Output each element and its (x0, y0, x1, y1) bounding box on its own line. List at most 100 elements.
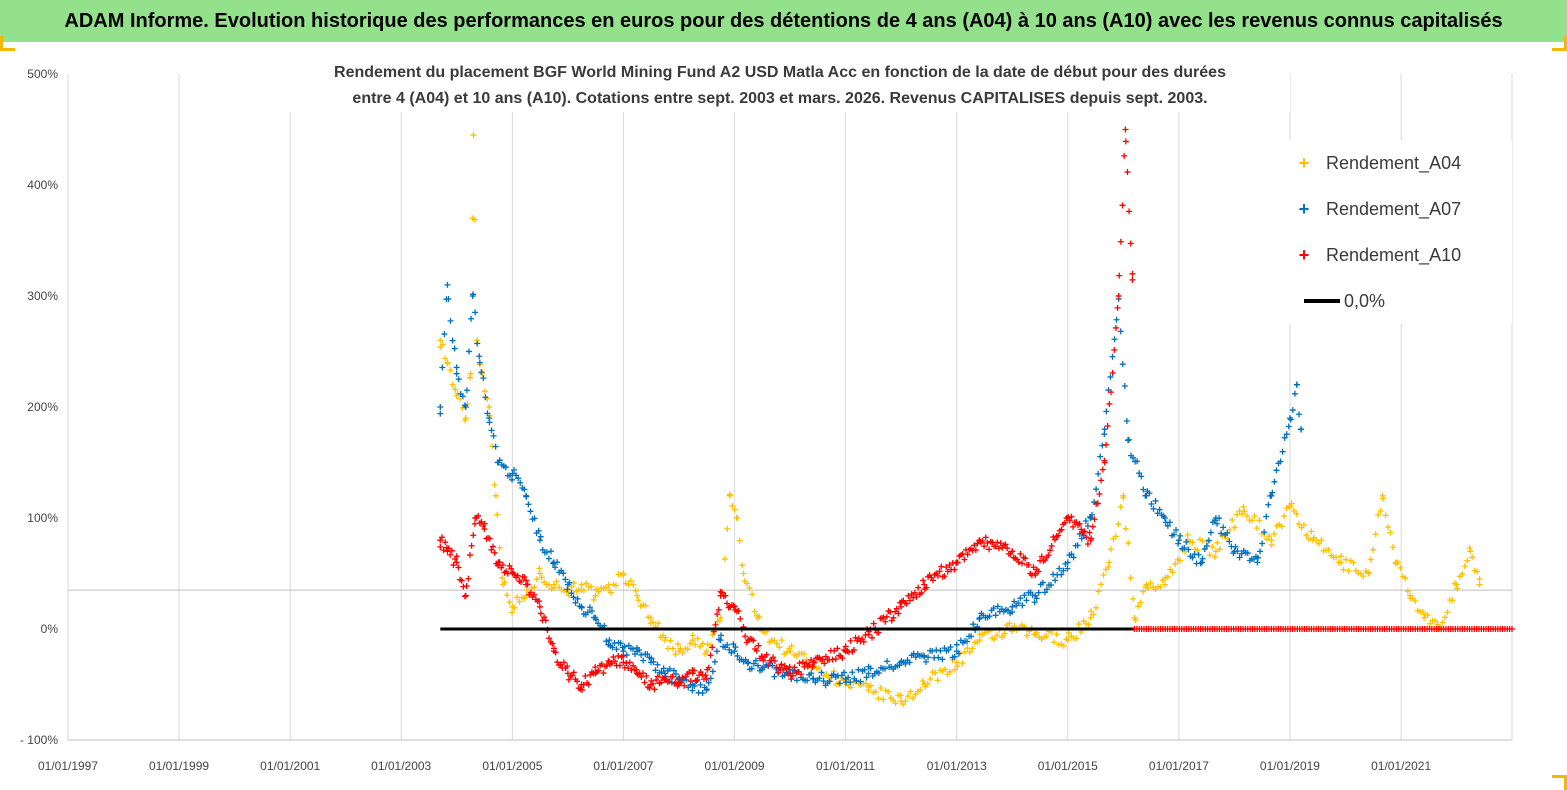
x-tick-label: 01/01/2015 (1038, 759, 1098, 773)
data-point (726, 646, 733, 653)
data-point (1407, 592, 1414, 599)
data-point (1240, 503, 1247, 510)
data-point (875, 695, 882, 702)
data-point (1122, 525, 1129, 532)
data-point (744, 580, 751, 587)
data-point (771, 673, 778, 680)
data-point (603, 662, 610, 669)
data-point (823, 671, 830, 678)
data-point (1099, 466, 1106, 473)
data-point (816, 675, 823, 682)
data-point (964, 638, 971, 645)
data-point (1048, 582, 1055, 589)
data-point (470, 132, 477, 139)
data-point (647, 681, 654, 688)
banner-title: ADAM Informe. Evolution historique des p… (0, 0, 1567, 42)
data-point (689, 637, 696, 644)
data-point (560, 659, 567, 666)
data-point (801, 651, 808, 658)
data-point (661, 670, 668, 677)
data-point (994, 539, 1001, 546)
data-point (521, 574, 528, 581)
data-point (617, 640, 624, 647)
data-point (1278, 523, 1285, 530)
data-point (1060, 567, 1067, 574)
data-point (1201, 546, 1208, 553)
data-point (1171, 531, 1177, 538)
data-point (564, 670, 571, 677)
data-point (465, 575, 472, 582)
data-point (966, 649, 973, 656)
data-point (703, 675, 710, 682)
data-point (1285, 423, 1292, 430)
legend-label-zero: 0,0% (1344, 290, 1386, 311)
data-point (1047, 547, 1054, 554)
data-point (810, 675, 817, 682)
data-point (1107, 389, 1114, 396)
data-point (1111, 347, 1118, 354)
data-point (1023, 632, 1030, 639)
data-point (1254, 559, 1261, 566)
data-point (1337, 559, 1344, 566)
data-point (626, 659, 633, 666)
data-point (1058, 526, 1065, 533)
data-point (923, 584, 930, 591)
data-point (1087, 515, 1094, 521)
data-point (654, 673, 661, 680)
data-point (469, 293, 476, 299)
data-point (927, 675, 934, 682)
data-point (445, 545, 452, 552)
data-point (740, 570, 747, 577)
data-point (1064, 515, 1071, 521)
data-point (1140, 486, 1147, 493)
data-point (1288, 500, 1295, 507)
data-point (592, 664, 599, 671)
data-point (897, 692, 904, 699)
data-point (1004, 545, 1011, 552)
data-point (730, 602, 737, 609)
data-point (592, 614, 599, 621)
data-point (773, 640, 780, 647)
data-point (629, 646, 636, 653)
data-point (647, 659, 654, 666)
data-point (468, 542, 475, 549)
data-point (994, 632, 1001, 639)
data-point (1333, 554, 1340, 561)
data-point (437, 337, 444, 344)
x-tick-label: 01/01/2019 (1260, 759, 1320, 773)
data-point (511, 466, 518, 473)
data-point (1177, 557, 1184, 564)
data-point (634, 592, 641, 599)
data-point (560, 570, 567, 577)
corner-marker-top-right (1552, 36, 1567, 51)
data-point (1101, 426, 1108, 433)
data-point (635, 597, 642, 604)
data-point (906, 597, 913, 604)
data-point (1121, 152, 1128, 159)
data-point (638, 651, 645, 658)
data-point (693, 678, 700, 685)
data-point (910, 594, 917, 601)
data-point (476, 359, 483, 366)
data-point (453, 364, 460, 371)
data-point (1295, 521, 1302, 528)
data-point (1074, 542, 1081, 549)
data-point (613, 646, 620, 653)
data-point (674, 641, 681, 648)
x-tick-label: 01/01/2009 (705, 759, 765, 773)
data-point (437, 404, 444, 410)
data-point (763, 651, 770, 658)
data-point (703, 687, 710, 694)
data-point (444, 281, 451, 288)
data-point (630, 581, 637, 588)
data-point (437, 537, 444, 544)
data-point (939, 656, 946, 663)
data-point (808, 670, 815, 677)
data-point (492, 443, 499, 450)
data-point (1185, 546, 1192, 553)
data-point (1256, 517, 1263, 524)
data-point (1143, 492, 1150, 499)
data-point (1124, 169, 1131, 176)
data-point (694, 635, 701, 642)
data-point (870, 620, 877, 627)
